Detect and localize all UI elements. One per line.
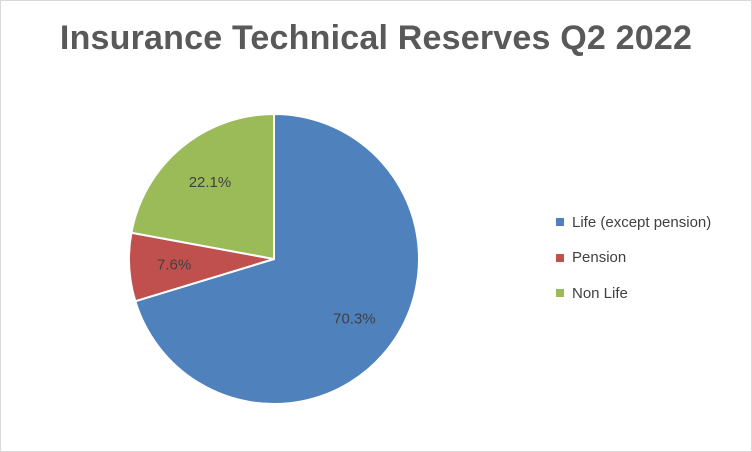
pie-slices <box>128 112 420 405</box>
legend-item-non-life: Non Life <box>556 284 711 302</box>
pie-slice-life <box>134 112 420 405</box>
legend-item-life: Life (except pension) <box>556 213 711 231</box>
legend-item-pension: Pension <box>556 249 711 267</box>
chart-title: Insurance Technical Reserves Q2 2022 <box>59 19 693 57</box>
data-label-non-life: 22.1% <box>189 174 232 191</box>
legend-label-non-life: Non Life <box>572 284 628 302</box>
legend-label-life: Life (except pension) <box>572 213 712 231</box>
legend-label-pension: Pension <box>572 249 627 266</box>
legend-swatch-non-life <box>556 289 564 297</box>
legend-swatch-life <box>556 218 564 226</box>
data-label-life: 70.3% <box>333 311 376 328</box>
legend: Life (except pension) Pension Non Life <box>556 213 711 320</box>
data-label-pension: 7.6% <box>157 257 191 274</box>
pie-slice-non-life <box>130 112 275 261</box>
legend-swatch-pension <box>556 253 564 262</box>
pie-labels: 70.3% 7.6% 22.1% <box>157 174 376 327</box>
